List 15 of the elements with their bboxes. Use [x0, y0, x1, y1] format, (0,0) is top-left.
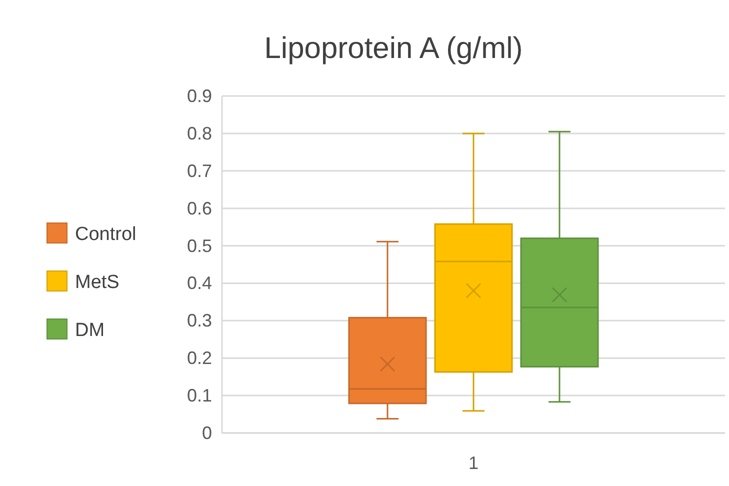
- y-tick-label: 0.2: [186, 348, 212, 368]
- y-tick-label: 0.5: [186, 236, 212, 256]
- x-tick-label: 1: [468, 453, 479, 473]
- y-tick-label: 0.9: [186, 86, 212, 106]
- y-tick-label: 0.7: [186, 160, 212, 181]
- y-tick-label: 0.8: [186, 123, 212, 144]
- y-tick-label: 0.4: [186, 273, 212, 294]
- legend-label: DM: [75, 320, 105, 341]
- y-tick-label: 0.3: [186, 310, 212, 331]
- chart-title: Lipoprotein A (g/ml): [264, 32, 523, 65]
- y-tick-label: 0.1: [186, 386, 212, 406]
- y-tick-label: 0: [202, 423, 212, 443]
- legend-label: Control: [75, 224, 136, 245]
- legend-label: MetS: [75, 272, 120, 293]
- y-tick-label: 0.6: [186, 198, 212, 218]
